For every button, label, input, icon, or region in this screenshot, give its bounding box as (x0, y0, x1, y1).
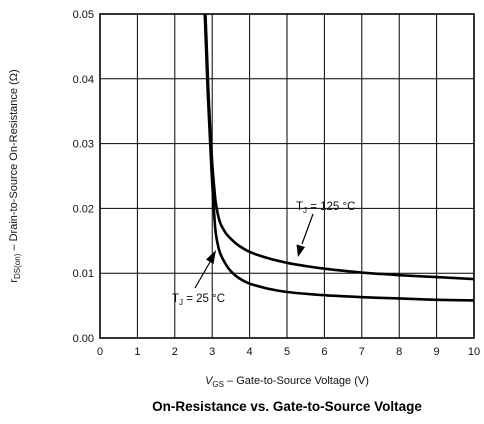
annotation-25c-rest: = 25 °C (183, 293, 225, 305)
x-axis-label-sub: GS (212, 380, 224, 389)
y-tick-label-1: 0.01 (73, 268, 94, 280)
y-axis-label-sym: r (8, 279, 20, 283)
x-tick-label-6: 6 (321, 346, 327, 358)
plot-frame (99, 13, 475, 339)
x-tick-label-9: 9 (434, 346, 440, 358)
x-axis-label-sym: V (205, 375, 214, 387)
annotation-125c-sym: T (296, 201, 303, 213)
y-tick-label-5: 0.05 (73, 9, 94, 21)
annotation-25c-text: TJ = 25 °C (172, 293, 225, 307)
annotation-25c-leader (194, 261, 211, 289)
series-line-0 (204, 13, 475, 281)
annotation-25c-sym: T (172, 293, 179, 305)
grid-lines (100, 14, 474, 338)
y-tick-labels: 0.00 0.01 0.02 0.03 0.04 0.05 (73, 9, 94, 345)
annotation-25c: TJ = 25 °C (172, 250, 225, 307)
y-tick-label-3: 0.03 (73, 139, 94, 151)
x-tick-label-2: 2 (172, 346, 178, 358)
y-tick-label-4: 0.04 (73, 74, 94, 86)
annotation-125c-arrowhead (296, 244, 305, 257)
annotation-25c-sub: J (179, 298, 183, 307)
y-axis-label: rDS(on) – Drain-to-Source On-Resistance … (8, 69, 22, 282)
annotation-125c: TJ = 125 °C (296, 201, 355, 257)
y-tick-label-2: 0.02 (73, 203, 94, 215)
x-tick-label-5: 5 (284, 346, 290, 358)
x-tick-label-3: 3 (209, 346, 215, 358)
y-axis-label-sub: DS(on) (13, 253, 22, 279)
annotation-125c-text: TJ = 125 °C (296, 201, 355, 215)
x-tick-label-1: 1 (134, 346, 140, 358)
annotation-125c-leader (301, 213, 314, 245)
series-lines (203, 13, 475, 302)
series-line-1 (203, 13, 475, 302)
x-axis-label-rest: – Gate-to-Source Voltage (V) (224, 375, 369, 387)
x-tick-label-0: 0 (97, 346, 103, 358)
x-tick-labels: 0 1 2 3 4 5 6 7 8 9 10 (97, 346, 480, 358)
chart-title: On-Resistance vs. Gate-to-Source Voltage (152, 399, 422, 414)
x-tick-label-4: 4 (247, 346, 253, 358)
x-tick-label-7: 7 (359, 346, 365, 358)
y-axis-label-rest: – Drain-to-Source On-Resistance (Ω) (8, 69, 20, 253)
x-tick-label-8: 8 (396, 346, 402, 358)
x-tick-label-10: 10 (468, 346, 480, 358)
annotation-125c-sub: J (303, 206, 307, 215)
x-axis-label: VGS – Gate-to-Source Voltage (V) (205, 375, 369, 389)
annotation-25c-arrowhead (206, 250, 216, 264)
y-tick-label-0: 0.00 (73, 333, 94, 345)
annotation-125c-rest: = 125 °C (307, 201, 355, 213)
